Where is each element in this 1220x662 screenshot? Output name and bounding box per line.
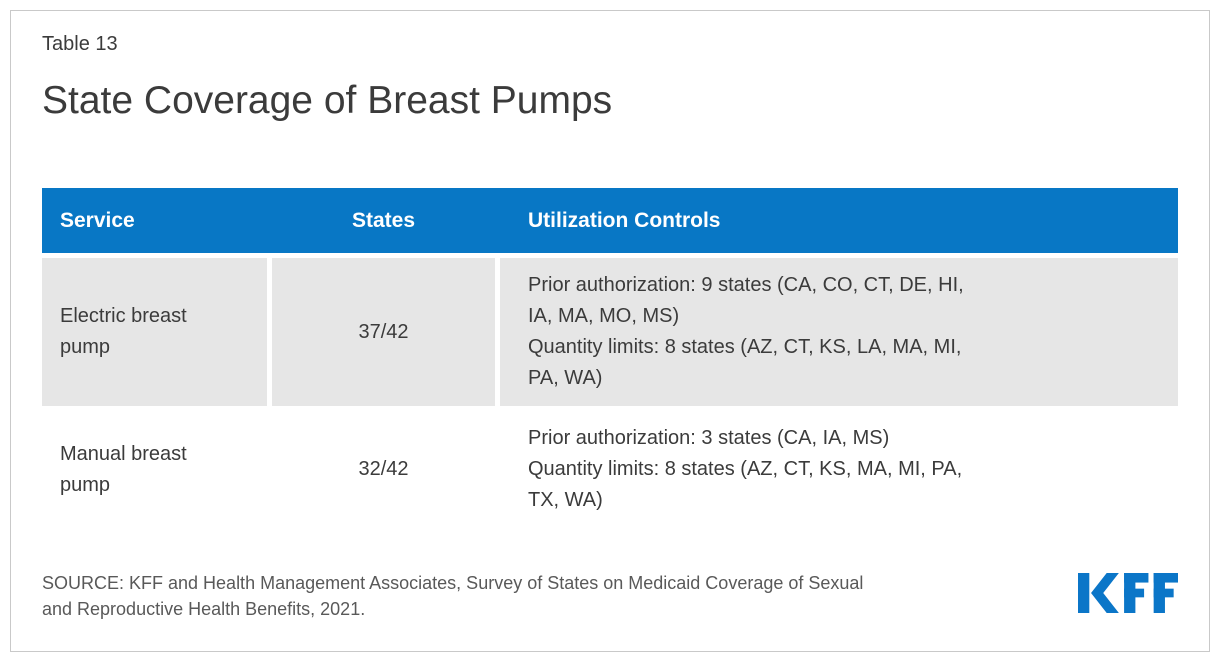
utilization-line: PA, WA) [528, 367, 603, 389]
cell-service: Electric breast pump [42, 258, 267, 406]
cell-utilization-controls: Prior authorization: 9 states (CA, CO, C… [500, 258, 1178, 406]
table-header-row: Service States Utilization Controls [42, 188, 1178, 253]
utilization-line: Prior authorization: 9 states (CA, CO, C… [528, 274, 964, 296]
column-header-states: States [351, 208, 416, 232]
source-text: SOURCE: KFF and Health Management Associ… [42, 570, 863, 622]
kff-logo [1078, 572, 1178, 614]
source-line: and Reproductive Health Benefits, 2021. [42, 599, 366, 619]
cell-utilization-controls: Prior authorization: 3 states (CA, IA, M… [500, 411, 1178, 528]
source-line: SOURCE: KFF and Health Management Associ… [42, 573, 864, 593]
column-header-service: Service [60, 208, 135, 232]
footer: SOURCE: KFF and Health Management Associ… [42, 570, 1178, 622]
page-title: State Coverage of Breast Pumps [42, 79, 613, 122]
table-body: Electric breast pump 37/42 Prior authori… [42, 258, 1178, 528]
utilization-line: TX, WA) [528, 489, 603, 511]
column-header-utilization-controls: Utilization Controls [528, 208, 721, 232]
cell-states: 32/42 [272, 411, 495, 528]
kff-logo-icon [1078, 573, 1178, 613]
utilization-line: Quantity limits: 8 states (AZ, CT, KS, M… [528, 458, 963, 480]
table-card: Table 13 State Coverage of Breast Pumps … [10, 10, 1210, 652]
table-label: Table 13 [42, 33, 118, 55]
table-row-electric-breast-pump: Electric breast pump 37/42 Prior authori… [42, 258, 1178, 406]
cell-states: 37/42 [272, 258, 495, 406]
data-table: Service States Utilization Controls Elec… [42, 188, 1178, 528]
utilization-line: IA, MA, MO, MS) [528, 305, 680, 327]
table-row-manual-breast-pump: Manual breast pump 32/42 Prior authoriza… [42, 411, 1178, 528]
cell-service: Manual breast pump [42, 411, 267, 528]
utilization-line: Quantity limits: 8 states (AZ, CT, KS, L… [528, 336, 962, 358]
utilization-line: Prior authorization: 3 states (CA, IA, M… [528, 427, 890, 449]
